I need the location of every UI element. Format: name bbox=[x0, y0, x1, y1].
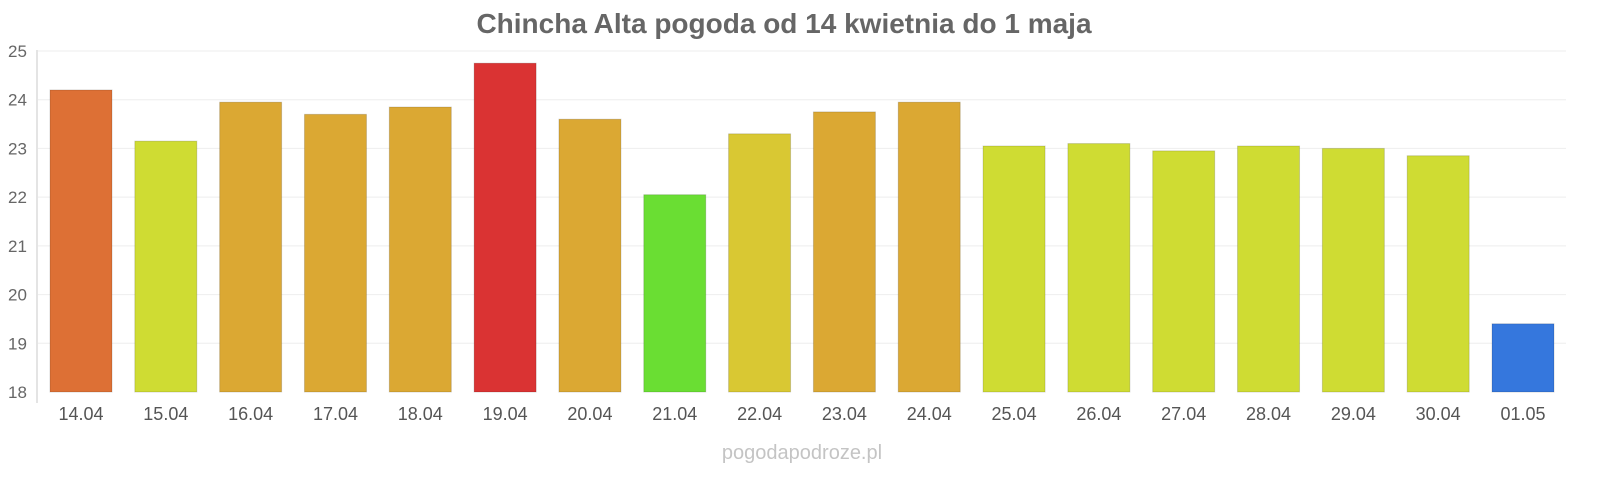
bar-30.04[interactable] bbox=[1406, 155, 1470, 393]
x-tick-label: 22.04 bbox=[737, 404, 782, 424]
source-footer[interactable]: pogodapodroze.pl bbox=[722, 442, 882, 464]
x-tick-label: 18.04 bbox=[398, 404, 443, 424]
bar-21.04[interactable] bbox=[643, 194, 707, 393]
bar-28.04[interactable] bbox=[1237, 145, 1301, 393]
bar-22.04[interactable] bbox=[728, 133, 792, 393]
x-tick-label: 20.04 bbox=[567, 404, 612, 424]
bar-27.04[interactable] bbox=[1152, 150, 1216, 393]
y-tick-label: 18 bbox=[8, 383, 27, 402]
x-tick-label: 21.04 bbox=[652, 404, 697, 424]
bar-01.05[interactable] bbox=[1491, 323, 1555, 393]
x-tick-label: 26.04 bbox=[1076, 404, 1121, 424]
y-axis-ticks: 18 19 20 21 22 23 24 25 bbox=[8, 42, 27, 402]
bar-25.04[interactable] bbox=[982, 145, 1046, 393]
bar-24.04[interactable] bbox=[897, 101, 961, 393]
y-gridlines bbox=[38, 50, 1566, 344]
y-tick-label: 22 bbox=[8, 188, 27, 207]
x-tick-label: 15.04 bbox=[143, 404, 188, 424]
y-tick-label: 21 bbox=[8, 237, 27, 256]
x-tick-label: 01.05 bbox=[1500, 404, 1545, 424]
bar-14.04[interactable] bbox=[49, 89, 113, 393]
x-tick-label: 25.04 bbox=[992, 404, 1037, 424]
x-tick-label: 27.04 bbox=[1161, 404, 1206, 424]
bar-29.04[interactable] bbox=[1321, 147, 1385, 393]
x-tick-label: 14.04 bbox=[58, 404, 103, 424]
y-tick-label: 23 bbox=[8, 139, 27, 158]
bar-23.04[interactable] bbox=[812, 111, 876, 393]
y-tick-label: 20 bbox=[8, 286, 27, 305]
bar-26.04[interactable] bbox=[1067, 143, 1131, 393]
bar-17.04[interactable] bbox=[303, 113, 367, 393]
bar-18.04[interactable] bbox=[388, 106, 452, 393]
x-tick-label: 16.04 bbox=[228, 404, 273, 424]
bar-15.04[interactable] bbox=[134, 140, 198, 393]
x-tick-label: 19.04 bbox=[483, 404, 528, 424]
x-tick-label: 24.04 bbox=[907, 404, 952, 424]
bars bbox=[49, 62, 1555, 393]
bar-19.04[interactable] bbox=[473, 62, 537, 393]
x-tick-label: 30.04 bbox=[1416, 404, 1461, 424]
x-tick-label: 23.04 bbox=[822, 404, 867, 424]
x-tick-label: 28.04 bbox=[1246, 404, 1291, 424]
y-tick-label: 24 bbox=[8, 91, 27, 110]
chart-title: Chincha Alta pogoda od 14 kwietnia do 1 … bbox=[476, 8, 1091, 39]
y-tick-label: 25 bbox=[8, 42, 27, 61]
x-tick-label: 29.04 bbox=[1331, 404, 1376, 424]
bar-16.04[interactable] bbox=[219, 101, 283, 393]
bar-20.04[interactable] bbox=[558, 118, 622, 393]
x-axis-ticks: 14.04 15.04 16.04 17.04 18.04 19.04 20.04 21.04… bbox=[58, 404, 1545, 424]
x-tick-label: 17.04 bbox=[313, 404, 358, 424]
y-tick-label: 19 bbox=[8, 334, 27, 353]
